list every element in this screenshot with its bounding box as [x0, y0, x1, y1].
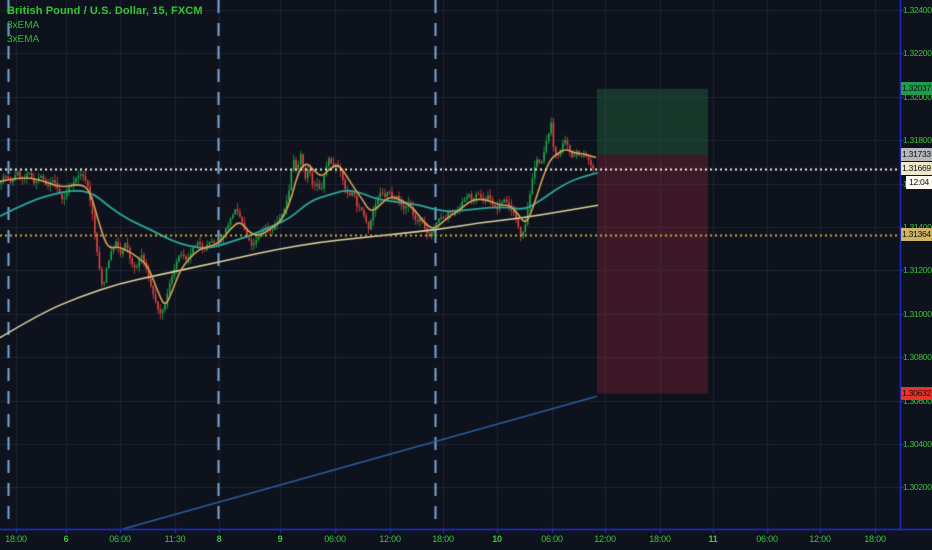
time-axis-label: 11 — [708, 534, 718, 544]
time-axis-label: 06:00 — [324, 534, 346, 544]
price-badge-entry: 1.31733 — [901, 148, 932, 162]
time-axis[interactable]: 18:00 6 06:00 11:30 8 9 06:00 12:00 18:00 10 06:00… — [0, 530, 932, 550]
price-badge-horizontal-line: 1.31364 — [901, 228, 932, 242]
time-axis-label: 12:00 — [379, 534, 401, 544]
time-axis-label: 18:00 — [432, 534, 454, 544]
time-axis-label: 10 — [492, 534, 502, 544]
time-axis-label: 06:00 — [756, 534, 778, 544]
time-axis-label: 18:00 — [649, 534, 671, 544]
price-axis-label: 1.32200 — [903, 48, 932, 59]
time-axis-label: 06:00 — [541, 534, 563, 544]
price-axis[interactable]: 1.324001.322001.320001.318001.316001.314… — [901, 0, 932, 529]
time-axis-label: 18:00 — [5, 534, 27, 544]
price-axis-label: 1.30400 — [903, 439, 932, 449]
price-axis-label: 1.31000 — [903, 308, 932, 319]
price-axis-label: 1.31800 — [903, 135, 932, 146]
price-badge-stop-loss: 1.30632 — [901, 387, 932, 401]
time-axis-label: 18:00 — [864, 534, 886, 544]
time-axis-label: 12:00 — [594, 534, 616, 544]
time-axis-label: 8 — [216, 534, 222, 544]
price-badge-last-price: 1.31669 — [901, 162, 932, 176]
price-axis-label: 1.30800 — [903, 352, 932, 363]
price-axis-label: 1.31200 — [903, 265, 932, 276]
time-axis-label: 9 — [277, 534, 283, 544]
bar-close-countdown: 12:04 — [906, 176, 932, 190]
price-axis-label: 1.32400 — [903, 5, 932, 15]
price-axis-label: 1.32000 — [903, 91, 932, 102]
time-axis-label: 12:00 — [809, 534, 831, 544]
time-axis-label: 6 — [63, 534, 69, 544]
price-badge-profit-target: 1.32037 — [901, 82, 932, 96]
time-axis-label: 06:00 — [109, 534, 131, 544]
price-axis-label: 1.30200 — [903, 482, 932, 493]
time-axis-label: 11:30 — [164, 534, 186, 544]
price-axis-label: 1.30600 — [903, 395, 932, 406]
price-axis-label: 1.31400 — [903, 222, 932, 232]
